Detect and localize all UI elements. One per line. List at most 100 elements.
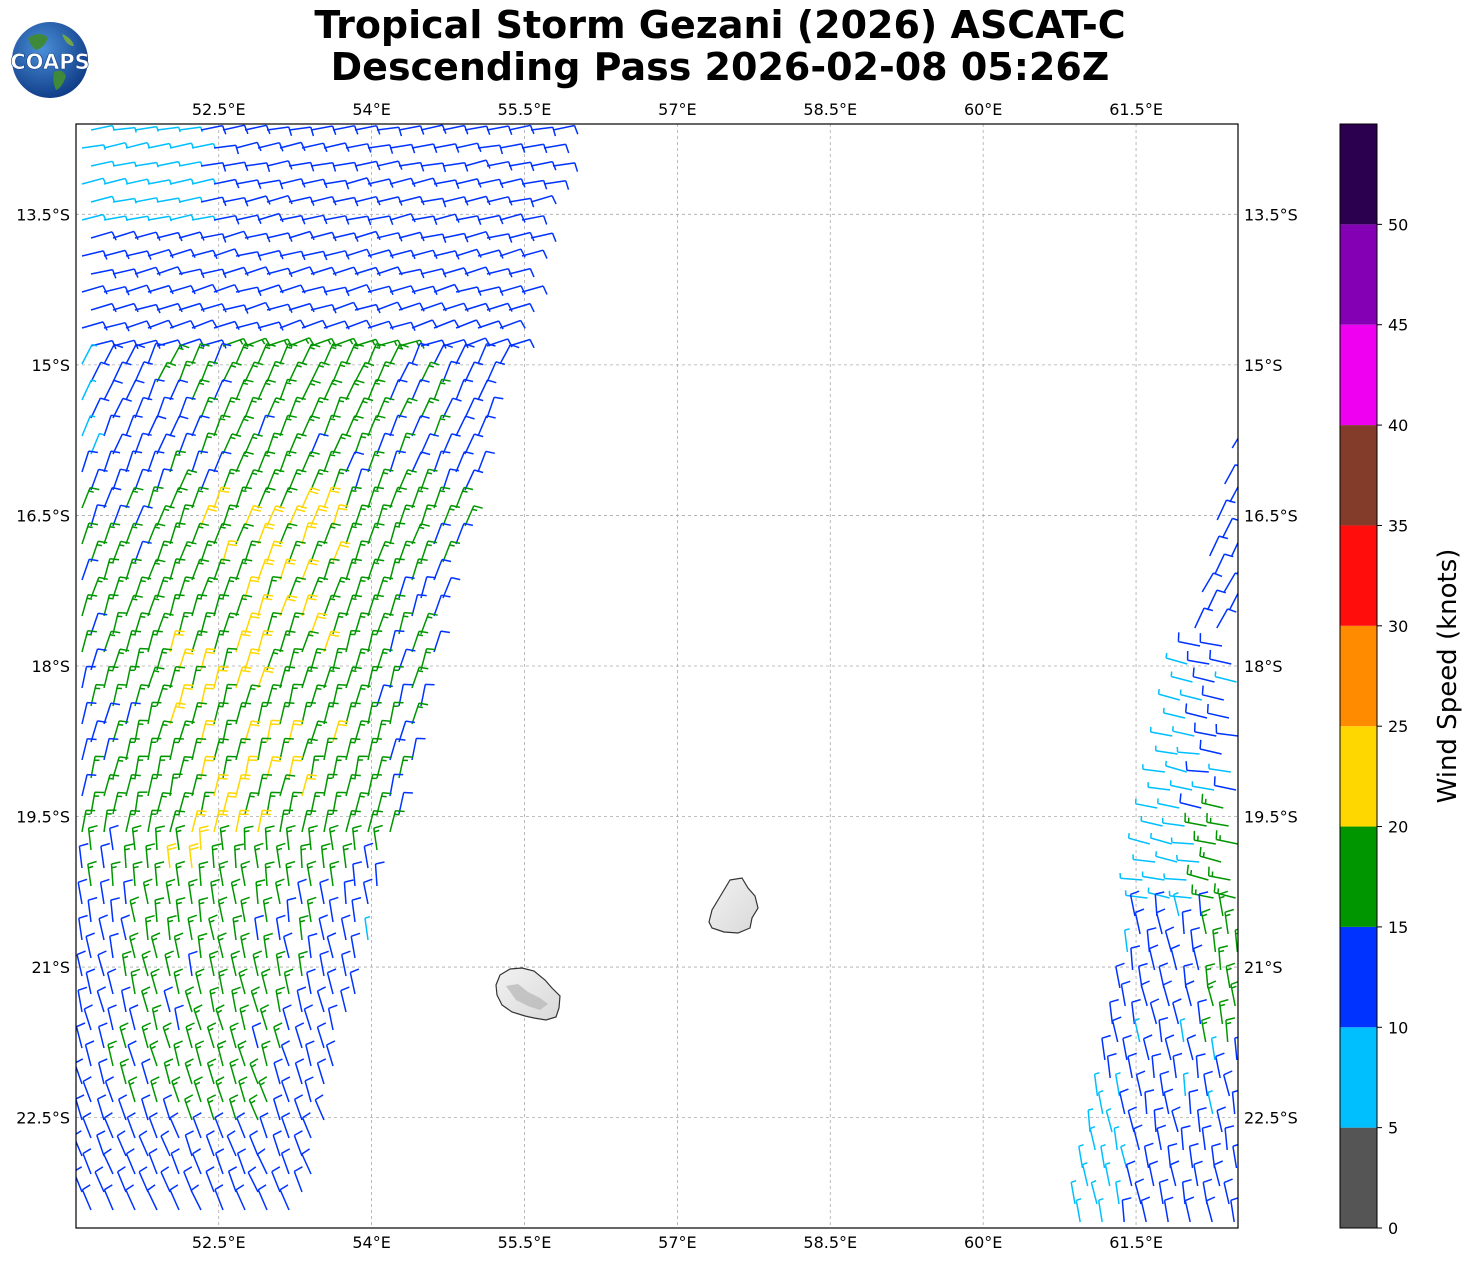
wind-barb (308, 825, 318, 851)
wind-barb (156, 504, 175, 527)
wind-barb (389, 557, 405, 581)
wind-barb (1122, 1034, 1132, 1061)
wind-barb (1188, 1089, 1199, 1115)
island-mauritius (708, 877, 759, 934)
wind-barb (279, 414, 297, 437)
lat-tick-label: 22.5°S (16, 1109, 70, 1128)
wind-barb (340, 914, 351, 941)
wind-barb (306, 860, 317, 887)
lon-tick-label: 57°E (658, 1233, 696, 1252)
wind-barb (1177, 632, 1201, 647)
wind-barb (156, 231, 183, 242)
wind-barb (192, 1112, 202, 1139)
wind-barb (323, 450, 341, 473)
wind-barb (320, 842, 331, 869)
wind-barb (1216, 499, 1236, 521)
wind-barb (257, 212, 284, 223)
wind-barb (134, 468, 152, 491)
wind-barb (1151, 1053, 1162, 1079)
wind-barb (151, 1004, 162, 1031)
lon-tick-label: 60°E (964, 100, 1002, 119)
wind-barb (345, 248, 372, 258)
lat-tick-label: 15°S (31, 356, 70, 375)
wind-barb (191, 486, 209, 509)
wind-barb (1214, 671, 1237, 683)
wind-barb (345, 809, 361, 833)
wind-barb (279, 774, 296, 797)
wind-barb (191, 522, 209, 545)
wind-barb (367, 450, 385, 473)
wind-barb (323, 558, 340, 581)
wind-barb (188, 842, 199, 869)
wind-barb (1113, 1125, 1120, 1151)
wind-barb (121, 950, 132, 977)
title-line-2: Descending Pass 2026-02-08 05:26Z (330, 45, 1110, 89)
wind-barb (191, 178, 216, 185)
wind-barb (1231, 1089, 1238, 1115)
wind-barb (96, 986, 107, 1013)
wind-barb (134, 505, 153, 527)
wind-barb (208, 950, 219, 977)
wind-barb (81, 665, 96, 689)
wind-barb (257, 321, 284, 331)
wind-barb (1070, 1179, 1077, 1205)
wind-barb (200, 540, 218, 563)
wind-barb (1170, 671, 1193, 683)
wind-barb (323, 666, 341, 689)
wind-barb (345, 415, 364, 437)
wind-barb (367, 486, 385, 509)
wind-barb (1224, 908, 1235, 935)
wind-barb (411, 342, 430, 365)
colorbar-label: Wind Speed (knots) (1433, 549, 1463, 804)
wind-barb (1179, 793, 1202, 809)
colorbar-tick-label: 40 (1388, 416, 1408, 435)
colorbar-tick-label: 5 (1388, 1119, 1398, 1138)
wind-barb (455, 486, 474, 509)
wind-barb (154, 825, 165, 851)
wind-barb (138, 1130, 149, 1157)
colorbar-bin (1340, 124, 1377, 225)
wind-barb (323, 701, 339, 725)
wind-barb (1135, 1070, 1146, 1097)
lat-tick-label: 13.5°S (16, 205, 70, 224)
colorbar-tick-label: 25 (1388, 717, 1408, 736)
wind-barb (266, 612, 283, 635)
wind-barb (173, 932, 184, 959)
wind-barb (103, 522, 121, 545)
colorbar-bin (1340, 926, 1377, 1028)
wind-barb (1224, 1125, 1235, 1151)
wind-barb (134, 612, 151, 635)
wind-barb (1155, 851, 1178, 863)
wind-barb (376, 576, 394, 599)
wind-barb (1212, 926, 1222, 953)
wind-barb (1125, 1160, 1136, 1187)
wind-barb (147, 522, 166, 545)
wind-barb (112, 611, 128, 635)
wind-barb (244, 540, 262, 563)
wind-barb (288, 540, 306, 563)
wind-barb (85, 968, 96, 995)
wind-barb (81, 809, 96, 833)
wind-barb (125, 379, 145, 401)
wind-barb (262, 896, 273, 923)
wind-barb (239, 1004, 249, 1031)
wind-barb (274, 878, 285, 905)
wind-barb (198, 897, 209, 923)
wind-barb (191, 378, 210, 401)
wind-barb (142, 878, 153, 905)
wind-barb (1165, 652, 1188, 665)
wind-barb (1170, 944, 1180, 971)
wind-barb (1186, 864, 1209, 881)
wind-barb (319, 878, 329, 905)
wind-barb (81, 558, 99, 581)
wind-barb (103, 593, 119, 617)
wind-barb (411, 451, 431, 473)
lon-tick-label: 57°E (658, 100, 696, 119)
wind-barb (222, 266, 249, 277)
wind-barb (1140, 815, 1163, 827)
wind-barb (411, 177, 438, 188)
wind-barb (1201, 685, 1224, 701)
wind-barb (193, 1076, 203, 1103)
wind-barb (1181, 909, 1192, 935)
wind-barb (263, 932, 274, 959)
